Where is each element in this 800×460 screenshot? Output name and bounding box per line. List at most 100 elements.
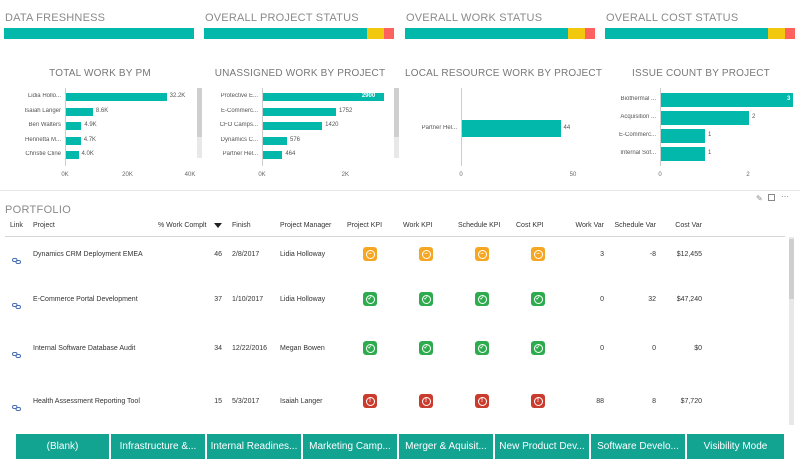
y-axis-line [461, 88, 462, 166]
page-tab[interactable]: Marketing Camp... [303, 434, 399, 459]
more-options-icon[interactable]: ⋯ [781, 192, 789, 201]
x-tick-label: 2K [341, 172, 349, 178]
chart-scrollbar-thumb[interactable] [394, 88, 399, 137]
bar-mark[interactable] [661, 111, 749, 125]
table-body: Dynamics CRM Deployment EMEA 46 2/8/2017 Li… [0, 237, 800, 427]
data-label: 2900 [361, 93, 376, 99]
table-scrollbar-thumb[interactable] [789, 239, 794, 299]
category-label: Protective E... [220, 93, 258, 99]
chart-scrollbar[interactable] [394, 88, 399, 158]
category-label: Dynamics C... [220, 136, 258, 143]
table-cell-pm: Isaiah Langer [280, 398, 323, 405]
chart-title: ISSUE COUNT BY PROJECT [632, 68, 770, 79]
x-tick-label: 20K [122, 172, 133, 178]
table-cell-pm: Lidia Holloway [280, 296, 326, 303]
pin-icon[interactable]: ✎ [756, 194, 763, 203]
page-tab[interactable]: Infrastructure &... [111, 434, 207, 459]
table-cell-cost_var: $47,240 [676, 296, 702, 303]
column-header[interactable]: Finish [232, 222, 251, 229]
link-icon[interactable] [12, 345, 21, 358]
table-cell-cost_var: $7,720 [680, 398, 702, 405]
table-cell-work_var: 88 [596, 398, 604, 405]
page-tab[interactable]: Internal Readines... [207, 434, 303, 459]
column-header[interactable]: Cost KPI [516, 222, 544, 229]
page-tab[interactable]: Software Develo... [591, 434, 687, 459]
table-cell-sched_var: -8 [649, 251, 656, 258]
data-label: 464 [285, 151, 296, 157]
link-icon[interactable] [12, 251, 21, 264]
focus-mode-icon[interactable] [768, 194, 775, 201]
header-underline [5, 236, 785, 237]
column-header[interactable]: Schedule KPI [458, 222, 501, 229]
page-tab[interactable]: Visibility Mode [687, 434, 786, 459]
kpi-ok-icon: ✓ [363, 341, 377, 355]
column-header[interactable]: Project Manager [280, 222, 332, 229]
bar-mark[interactable] [66, 136, 81, 145]
status-bar[interactable] [405, 28, 595, 39]
table-cell-pct: 15 [214, 398, 222, 405]
bar-mark[interactable] [661, 93, 793, 107]
data-label: 2 [752, 114, 756, 120]
column-header[interactable]: % Work Complt [158, 222, 207, 229]
bar-mark[interactable] [66, 93, 167, 101]
bar-mark[interactable] [263, 93, 384, 101]
column-header[interactable]: Project KPI [347, 222, 383, 229]
bar-mark[interactable] [66, 107, 93, 116]
page-tab[interactable]: (Blank) [16, 434, 111, 459]
status-segment [785, 28, 795, 39]
table-cell-pct: 37 [214, 296, 222, 303]
table-cell-sched_var: 32 [648, 296, 656, 303]
bar-mark[interactable] [462, 120, 561, 137]
x-tick-label: 0K [258, 172, 266, 178]
bar-mark[interactable] [66, 122, 82, 130]
page-tab[interactable]: New Product Dev... [495, 434, 591, 459]
bar-mark[interactable] [263, 151, 283, 159]
status-bar[interactable] [204, 28, 394, 39]
bar-mark[interactable] [263, 122, 323, 130]
column-header[interactable]: Link [10, 222, 23, 229]
category-label: Henrietta M... [24, 136, 61, 143]
page-tab[interactable]: Merger & Aquisit... [399, 434, 495, 459]
column-header[interactable]: Project [33, 222, 55, 229]
bar-mark[interactable] [263, 107, 336, 116]
kpi-alert-icon: ! [475, 394, 489, 408]
bar-mark[interactable] [66, 151, 79, 159]
table-scrollbar[interactable] [789, 237, 794, 425]
column-header[interactable]: Cost Var [675, 222, 702, 229]
bar-mark[interactable] [661, 129, 705, 143]
column-header[interactable]: Schedule Var [614, 222, 656, 229]
bar-mark[interactable] [661, 147, 705, 161]
chart-title: TOTAL WORK BY PM [49, 68, 151, 79]
x-tick-label: 2 [746, 172, 750, 178]
status-bar[interactable] [605, 28, 795, 39]
data-label: 4.0K [81, 151, 94, 157]
data-label: 4.7K [83, 136, 97, 143]
table-header: Link Project % Work Complt Finish Project Ma… [0, 222, 800, 234]
data-label: 44 [563, 124, 571, 131]
column-header[interactable]: Work KPI [403, 222, 433, 229]
kpi-alert-icon: ! [363, 394, 377, 408]
kpi-ok-icon: ✓ [419, 341, 433, 355]
table-cell-finish: 12/22/2016 [232, 345, 268, 352]
chart-scrollbar[interactable] [197, 88, 202, 158]
status-segment [204, 28, 368, 39]
kpi-warning-icon: – [419, 247, 433, 261]
link-icon[interactable] [12, 296, 21, 309]
link-icon[interactable] [12, 398, 21, 411]
x-tick-label: 0 [658, 172, 662, 178]
table-cell-finish: 1/10/2017 [232, 296, 264, 303]
chart-scrollbar-thumb[interactable] [197, 88, 202, 137]
visual-header-icons: ✎ ⋯ [756, 192, 796, 204]
section-divider [0, 190, 800, 191]
kpi-alert-icon: ! [419, 394, 433, 408]
kpi-ok-icon: ✓ [531, 341, 545, 355]
status-bar[interactable] [4, 28, 194, 39]
kpi-ok-icon: ✓ [475, 292, 489, 306]
sort-desc-icon[interactable] [214, 223, 222, 228]
status-segment [405, 28, 569, 39]
kpi-ok-icon: ✓ [531, 292, 545, 306]
bar-mark[interactable] [263, 136, 287, 145]
status-title: OVERALL WORK STATUS [406, 12, 543, 24]
status-segment [568, 28, 586, 39]
column-header[interactable]: Work Var [575, 222, 604, 229]
